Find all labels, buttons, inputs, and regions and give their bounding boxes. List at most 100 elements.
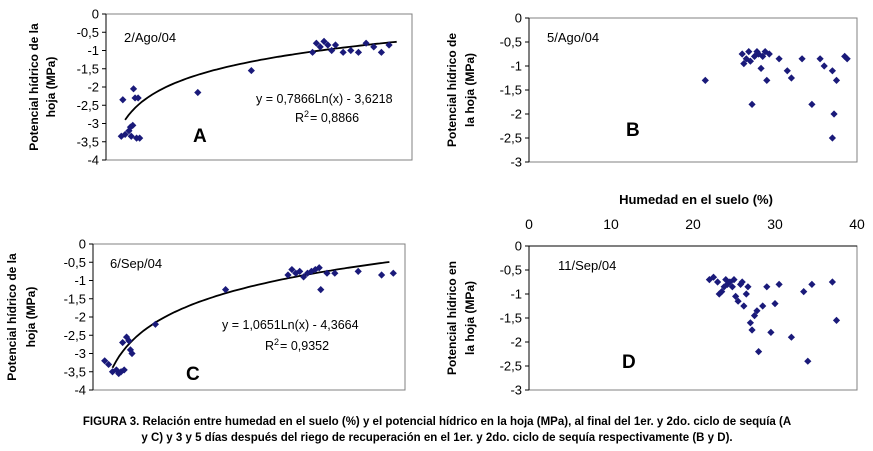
data-point-B <box>798 55 806 63</box>
y-tick-label: -3 <box>74 346 86 361</box>
data-point-D <box>753 307 761 315</box>
data-point-D <box>736 280 745 288</box>
x-tick-label: 0 <box>525 216 533 232</box>
y-tick-label: -2 <box>510 107 522 122</box>
data-point-B <box>746 57 754 65</box>
data-point-A <box>324 41 332 49</box>
y-tick-label: -0,5 <box>500 35 522 50</box>
trendline-C <box>111 261 390 369</box>
data-point-D <box>750 312 759 320</box>
data-point-D <box>709 273 718 281</box>
date-label-B: 5/Ago/04 <box>547 30 599 45</box>
r2-superscript: 2 <box>304 109 309 119</box>
y-axis-label-line-B: Potencial hídrico de <box>445 33 459 147</box>
data-point-C <box>101 357 109 365</box>
panel-letter-C: C <box>186 364 200 385</box>
data-point-D <box>728 283 736 291</box>
data-point-D <box>732 292 740 300</box>
equation-label-A: y = 0,7866Ln(x) - 3,6218 <box>256 92 393 106</box>
data-point-B <box>843 55 851 63</box>
data-point-A <box>354 48 363 56</box>
data-point-B <box>757 64 765 72</box>
data-point-B <box>816 55 824 63</box>
panel-letter-A: A <box>193 126 207 147</box>
y-tick-label: -1 <box>74 273 86 288</box>
panel-letter-D: D <box>622 352 636 373</box>
y-tick-label: -4 <box>74 383 86 398</box>
data-point-B <box>750 52 759 60</box>
data-point-B <box>808 100 816 108</box>
data-point-D <box>787 333 795 341</box>
data-point-C <box>331 269 339 277</box>
data-point-A <box>385 41 393 49</box>
y-tick-label: -1,5 <box>500 83 522 98</box>
data-point-B <box>738 50 746 58</box>
chart-B: 0 -0,5 -1 -1,5 -2 -2,5 -3 Potencial hídrico de l… <box>445 11 858 170</box>
data-point-D <box>742 290 750 298</box>
data-point-D <box>759 302 767 310</box>
data-point-B <box>820 62 828 70</box>
caption-line-2: y C) y 3 y 5 días después del riego de r… <box>141 432 733 444</box>
data-point-A <box>377 48 385 56</box>
data-point-B <box>775 55 783 63</box>
data-point-C <box>115 369 123 378</box>
data-point-B <box>753 48 761 56</box>
data-point-D <box>804 357 812 365</box>
x-tick-label: 20 <box>685 216 701 232</box>
data-point-D <box>763 283 771 291</box>
shared-x-axis-label: Humedad en el suelo (%) <box>619 192 773 207</box>
data-point-D <box>746 319 754 327</box>
data-point-C <box>128 349 136 358</box>
y-axis-label-line-C: hoja (MPa) <box>24 287 38 348</box>
data-point-B <box>759 52 767 60</box>
data-point-C <box>120 366 128 374</box>
y-tick-label: -0,5 <box>64 255 86 270</box>
data-point-B <box>828 134 836 142</box>
data-point-D <box>720 283 728 291</box>
data-point-C <box>105 360 113 369</box>
data-point-A <box>339 48 347 56</box>
data-point-C <box>119 338 127 347</box>
y-tick-label: -3 <box>87 116 99 131</box>
date-label-D: 11/Sep/04 <box>558 258 616 273</box>
y-tick-label: -3 <box>510 155 522 170</box>
data-point-D <box>718 288 726 296</box>
data-point-B <box>828 67 836 75</box>
data-point-C <box>315 264 323 272</box>
data-point-D <box>738 278 746 286</box>
data-point-B <box>745 48 753 56</box>
data-point-D <box>740 302 748 310</box>
data-point-A <box>312 39 320 47</box>
data-point-A <box>129 121 137 129</box>
y-tick-label: -2 <box>87 80 99 95</box>
y-tick-label: -2,5 <box>64 328 86 343</box>
data-point-D <box>800 288 808 296</box>
y-axis-label-line-A: Potencial hídrico de la <box>27 23 41 151</box>
y-tick-label: -3 <box>510 383 522 398</box>
data-point-C <box>292 269 300 277</box>
y-tick-label: -1,5 <box>64 291 86 306</box>
data-point-D <box>808 280 816 288</box>
data-point-D <box>828 278 836 286</box>
data-point-C <box>222 286 230 294</box>
data-point-B <box>701 76 709 84</box>
equation-label-C: y = 1,0651Ln(x) - 4,3664 <box>222 318 359 332</box>
data-point-C <box>126 346 135 354</box>
y-tick-label: -1 <box>87 43 99 58</box>
y-tick-label: -1 <box>510 287 522 302</box>
data-point-A <box>320 37 328 45</box>
y-tick-label: -1 <box>510 59 522 74</box>
data-point-C <box>354 267 362 275</box>
data-point-D <box>744 283 752 291</box>
data-point-C <box>125 337 133 345</box>
r2-value: = 0,8866 <box>310 111 359 125</box>
data-point-D <box>722 276 730 284</box>
data-point-A <box>121 130 129 139</box>
y-tick-label: -2,5 <box>77 98 99 113</box>
data-point-B <box>761 48 769 56</box>
data-point-D <box>705 276 713 284</box>
data-point-D <box>755 348 763 356</box>
data-point-B <box>742 55 750 63</box>
data-point-D <box>832 316 841 324</box>
data-point-D <box>730 276 738 284</box>
